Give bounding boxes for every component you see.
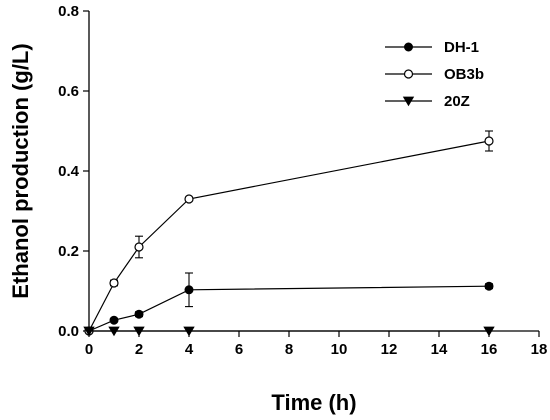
x-tick-label: 10 xyxy=(331,341,348,358)
legend-marker xyxy=(403,69,414,79)
series-dh-1 xyxy=(84,272,494,336)
x-tick-label: 0 xyxy=(85,341,93,358)
series-line xyxy=(88,285,490,332)
x-tick-label: 6 xyxy=(235,341,243,358)
x-tick-label: 8 xyxy=(285,341,293,358)
legend-label: OB3b xyxy=(444,66,484,83)
y-axis-title: Ethanol production (g/L) xyxy=(8,43,33,298)
data-point xyxy=(83,326,95,337)
axes: 0 2 4 6 8 10 12 14 16 18 0.0 0.2 0.4 0.6 0.8 xyxy=(58,3,547,358)
x-tick-label: 12 xyxy=(381,341,398,358)
series-line xyxy=(88,140,490,332)
legend-item: DH-1 xyxy=(385,39,479,56)
y-tick-label: 0.4 xyxy=(58,163,80,180)
y-tick-label: 0.6 xyxy=(58,83,79,100)
data-point xyxy=(109,278,119,288)
data-point xyxy=(134,309,144,319)
legend-marker xyxy=(402,96,415,107)
data-point xyxy=(183,326,195,337)
legend-label: DH-1 xyxy=(444,39,479,56)
data-point xyxy=(134,242,144,252)
x-tick-label: 18 xyxy=(531,341,548,358)
x-tick-label: 2 xyxy=(135,341,143,358)
data-point xyxy=(133,326,145,337)
legend: DH-1 OB3b 20Z xyxy=(385,39,484,110)
x-axis-title: Time (h) xyxy=(271,390,356,415)
y-tick-label: 0.8 xyxy=(58,3,79,20)
data-point xyxy=(108,326,120,337)
legend-item: OB3b xyxy=(385,66,484,83)
legend-label: 20Z xyxy=(444,93,470,110)
data-point xyxy=(484,136,494,146)
y-tick-label: 0.0 xyxy=(58,323,79,340)
data-point xyxy=(184,285,194,295)
data-point xyxy=(184,194,194,204)
x-tick-label: 4 xyxy=(185,341,194,358)
series-layer xyxy=(83,130,495,337)
x-tick-label: 14 xyxy=(431,341,448,358)
y-tick-label: 0.2 xyxy=(58,243,79,260)
legend-item: 20Z xyxy=(385,93,470,110)
data-point xyxy=(484,281,494,291)
series-20z xyxy=(83,326,495,337)
series-ob3b xyxy=(84,130,494,336)
legend-marker xyxy=(404,42,413,52)
data-point xyxy=(483,326,495,337)
data-point xyxy=(109,315,119,325)
x-tick-label: 16 xyxy=(481,341,498,358)
